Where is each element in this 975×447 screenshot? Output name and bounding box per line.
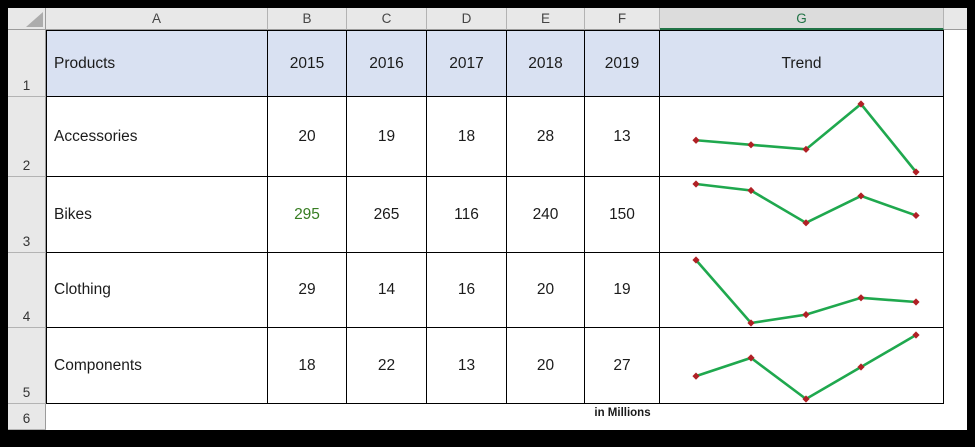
cell-F3[interactable]: 150 — [585, 177, 660, 253]
cell-F1-year-2019[interactable]: 2019 — [585, 30, 660, 97]
column-header-E[interactable]: E — [507, 8, 585, 30]
empty-area — [944, 253, 967, 328]
cell-D1-year-2017[interactable]: 2017 — [427, 30, 507, 97]
cell-G1-trend[interactable]: Trend — [660, 30, 944, 97]
empty-area — [944, 177, 967, 253]
cell-B2[interactable]: 20 — [268, 97, 347, 177]
column-header-C[interactable]: C — [347, 8, 427, 30]
row-6-cells[interactable]: in Millions — [46, 404, 967, 430]
column-header-D[interactable]: D — [427, 8, 507, 30]
cell-A2-product[interactable]: Accessories — [46, 97, 268, 177]
row-header-5[interactable]: 5 — [8, 328, 46, 404]
cell-G4-sparkline[interactable] — [660, 253, 944, 328]
cell-E3[interactable]: 240 — [507, 177, 585, 253]
cell-D4[interactable]: 16 — [427, 253, 507, 328]
row-header-4[interactable]: 4 — [8, 253, 46, 328]
cell-A4-product[interactable]: Clothing — [46, 253, 268, 328]
cell-C1-year-2016[interactable]: 2016 — [347, 30, 427, 97]
worksheet-grid: A B C D E F G 1 Products 2015 2016 2017 … — [8, 8, 967, 430]
cell-F5[interactable]: 27 — [585, 328, 660, 404]
select-all-corner[interactable] — [8, 8, 46, 30]
clothing-sparkline-chart — [692, 256, 920, 327]
empty-area — [944, 30, 967, 97]
column-header-B[interactable]: B — [268, 8, 347, 30]
column-header-A[interactable]: A — [46, 8, 268, 30]
cell-F2[interactable]: 13 — [585, 97, 660, 177]
column-header-partial[interactable] — [944, 8, 967, 30]
cell-E2[interactable]: 28 — [507, 97, 585, 177]
cell-D3[interactable]: 116 — [427, 177, 507, 253]
row-header-3[interactable]: 3 — [8, 177, 46, 253]
cell-B3[interactable]: 295 — [268, 177, 347, 253]
cell-C3[interactable]: 265 — [347, 177, 427, 253]
cell-G3-sparkline[interactable] — [660, 177, 944, 253]
cell-A5-product[interactable]: Components — [46, 328, 268, 404]
cell-G5-sparkline[interactable] — [660, 328, 944, 404]
cell-D5[interactable]: 13 — [427, 328, 507, 404]
cell-E4[interactable]: 20 — [507, 253, 585, 328]
row-header-2[interactable]: 2 — [8, 97, 46, 177]
in-millions-note: in Millions — [594, 407, 651, 419]
row-header-6[interactable]: 6 — [8, 404, 46, 430]
column-header-F[interactable]: F — [585, 8, 660, 30]
cell-C2[interactable]: 19 — [347, 97, 427, 177]
cell-A1-products[interactable]: Products — [46, 30, 268, 97]
select-all-triangle-icon — [26, 12, 43, 27]
cell-C5[interactable]: 22 — [347, 328, 427, 404]
cell-D2[interactable]: 18 — [427, 97, 507, 177]
cell-G2-sparkline[interactable] — [660, 97, 944, 177]
cell-E1-year-2018[interactable]: 2018 — [507, 30, 585, 97]
cell-B1-year-2015[interactable]: 2015 — [268, 30, 347, 97]
cell-E5[interactable]: 20 — [507, 328, 585, 404]
cell-C4[interactable]: 14 — [347, 253, 427, 328]
empty-area — [944, 97, 967, 177]
empty-area — [944, 328, 967, 404]
cell-B5[interactable]: 18 — [268, 328, 347, 404]
components-sparkline-chart — [692, 331, 920, 403]
bikes-sparkline-chart — [692, 180, 920, 227]
cell-F4[interactable]: 19 — [585, 253, 660, 328]
accessories-sparkline-chart — [692, 100, 920, 176]
column-header-G-selected[interactable]: G — [660, 8, 944, 30]
row-header-1[interactable]: 1 — [8, 30, 46, 97]
cell-A3-product[interactable]: Bikes — [46, 177, 268, 253]
cell-B4[interactable]: 29 — [268, 253, 347, 328]
